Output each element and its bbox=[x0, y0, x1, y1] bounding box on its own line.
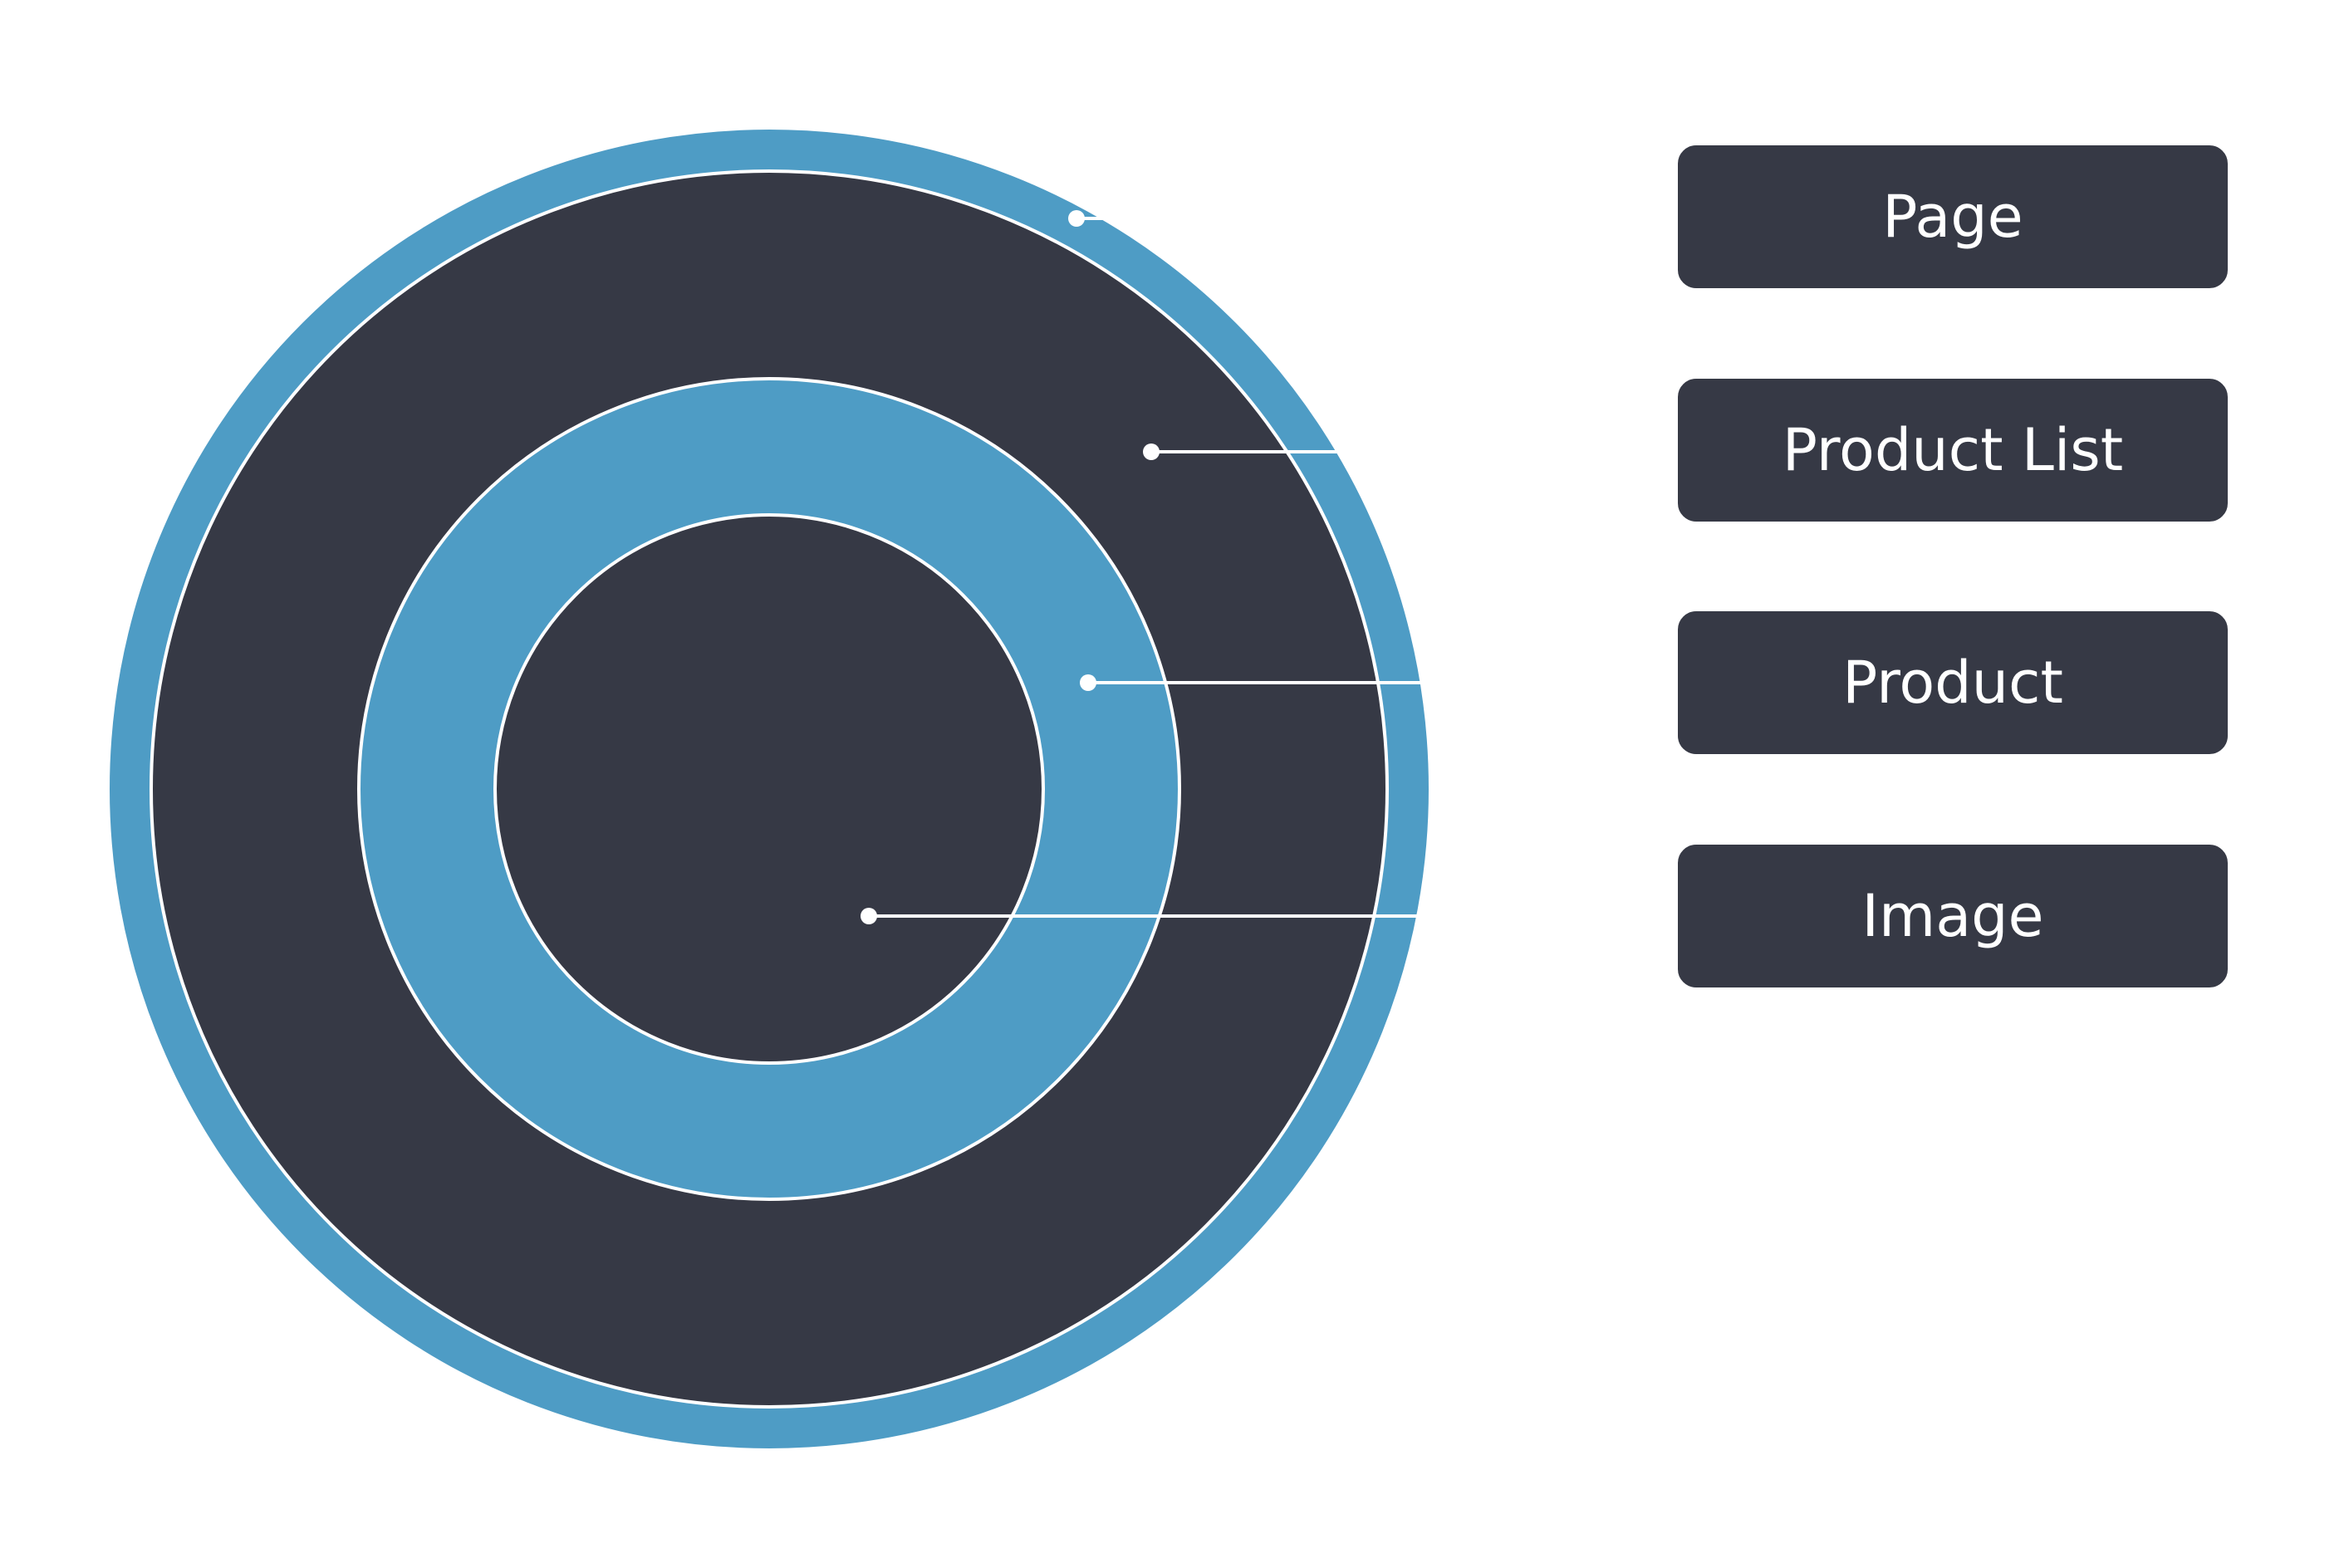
legend-label-product-list: Product List bbox=[1783, 416, 2123, 484]
leader-image bbox=[861, 908, 1419, 924]
legend-label-image: Image bbox=[1861, 882, 2043, 950]
legend-label-product: Product bbox=[1842, 649, 2063, 717]
leader-product bbox=[1080, 674, 1422, 691]
legend-item-page: Page bbox=[1675, 142, 2231, 292]
legend-item-product: Product bbox=[1675, 608, 2231, 757]
leader-product-list bbox=[1143, 443, 1337, 460]
leader-dot-product-list bbox=[1143, 443, 1160, 460]
leader-page bbox=[1068, 210, 1113, 227]
leader-dot-product bbox=[1080, 674, 1096, 691]
leader-dot-image bbox=[861, 908, 877, 924]
leader-dot-page bbox=[1068, 210, 1085, 227]
ring-image bbox=[493, 513, 1045, 1065]
legend-item-image: Image bbox=[1675, 841, 2231, 991]
legend-label-page: Page bbox=[1882, 183, 2023, 251]
legend-item-product-list: Product List bbox=[1675, 375, 2231, 525]
